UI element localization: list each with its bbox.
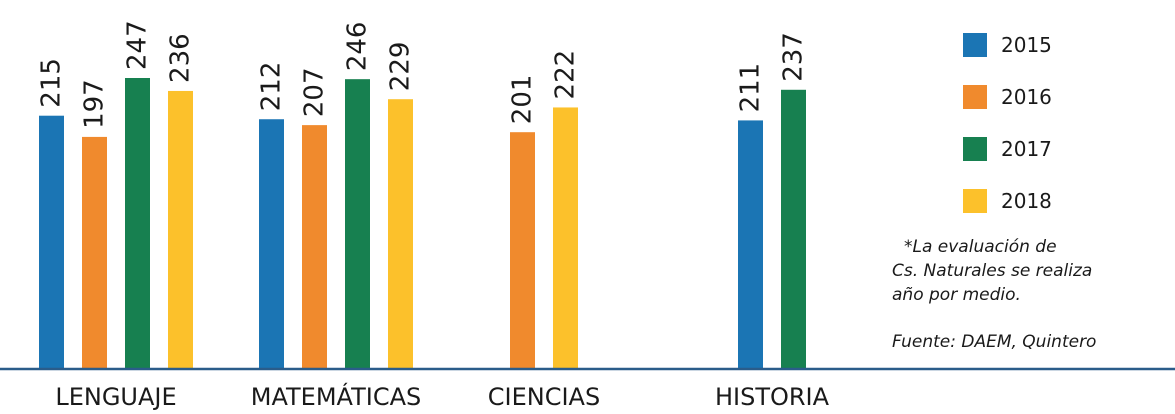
bar-label-historia-2017: 237	[779, 32, 809, 82]
bar-label-ciencias-2016: 201	[508, 75, 538, 125]
category-label-matemáticas: MATEMÁTICAS	[251, 382, 422, 411]
bar-historia-2017	[781, 89, 806, 370]
bar-label-matemáticas-2018: 229	[386, 42, 416, 92]
bars-group	[39, 78, 806, 370]
bar-matemáticas-2015	[259, 119, 284, 369]
bar-labels-group: 215 197 247 236 212 207 246 229 201 222 211 237	[37, 20, 809, 129]
legend: 2015 2016 2017 2018	[963, 33, 1052, 213]
bar-label-lenguaje-2018: 236	[166, 33, 196, 83]
bar-matemáticas-2016	[302, 125, 327, 369]
footnote-line-2: Cs. Naturales se realiza	[892, 261, 1092, 281]
bar-historia-2015	[738, 120, 763, 369]
legend-label-2015: 2015	[1001, 33, 1052, 57]
category-labels-group: LENGUAJE MATEMÁTICAS CIENCIAS HISTORIA	[55, 382, 829, 411]
legend-swatch-2016	[963, 85, 987, 109]
bar-lenguaje-2016	[82, 136, 107, 369]
bar-matemáticas-2018	[388, 99, 413, 369]
bar-matemáticas-2017	[345, 79, 370, 370]
bar-ciencias-2018	[553, 107, 578, 370]
legend-label-2018: 2018	[1001, 189, 1052, 213]
bar-label-lenguaje-2016: 197	[80, 79, 110, 129]
legend-label-2017: 2017	[1001, 137, 1052, 161]
bar-label-lenguaje-2017: 247	[123, 20, 153, 70]
bar-label-ciencias-2018: 222	[551, 50, 581, 100]
source-note: Fuente: DAEM, Quintero	[892, 332, 1096, 352]
category-label-ciencias: CIENCIAS	[488, 383, 600, 411]
bar-label-matemáticas-2015: 212	[257, 62, 287, 112]
bar-ciencias-2016	[510, 132, 535, 369]
bar-label-lenguaje-2015: 215	[37, 58, 67, 108]
legend-label-2016: 2016	[1001, 85, 1052, 109]
notes-group: *La evaluación de Cs. Naturales se reali…	[892, 237, 1096, 352]
category-label-lenguaje: LENGUAJE	[55, 383, 176, 411]
footnote-line-1: *La evaluación de	[904, 237, 1057, 257]
bar-lenguaje-2017	[125, 78, 150, 369]
bar-lenguaje-2015	[39, 115, 64, 369]
footnote-line-3: año por medio.	[892, 285, 1021, 305]
bar-lenguaje-2018	[168, 90, 193, 370]
legend-swatch-2015	[963, 33, 987, 57]
legend-swatch-2018	[963, 189, 987, 213]
category-label-historia: HISTORIA	[715, 383, 830, 411]
bar-label-matemáticas-2017: 246	[343, 22, 373, 72]
bar-label-matemáticas-2016: 207	[300, 67, 330, 117]
bar-label-historia-2015: 211	[736, 63, 766, 113]
legend-swatch-2017	[963, 137, 987, 161]
